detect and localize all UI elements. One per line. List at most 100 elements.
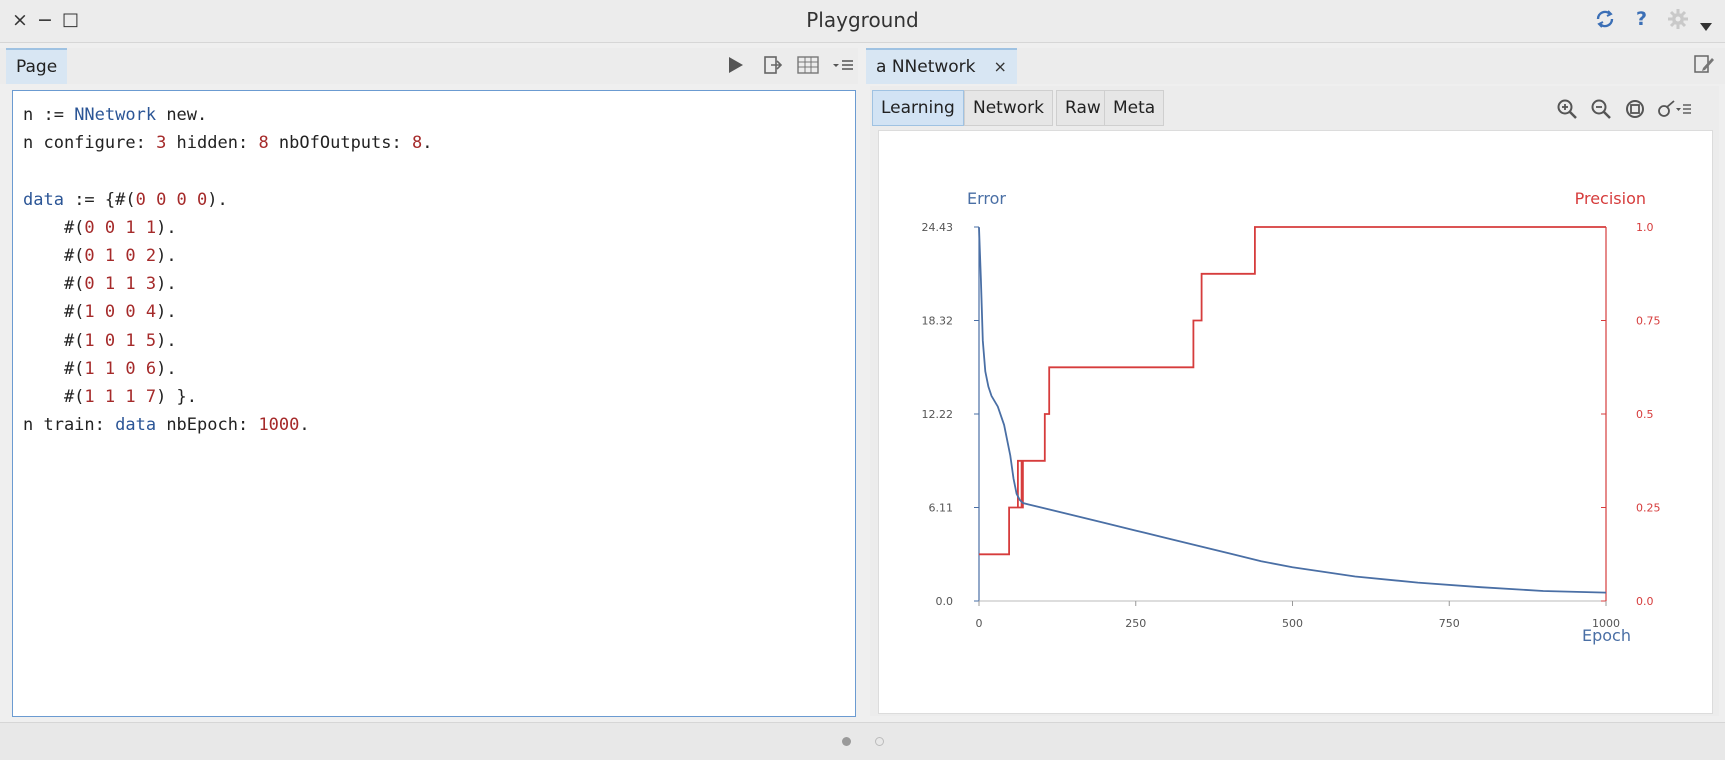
help-icon[interactable]: ? (1636, 8, 1648, 30)
zoom-out-icon[interactable] (1590, 98, 1612, 124)
code-token: ). (207, 189, 228, 210)
code-token: nbOfOutputs: (268, 133, 412, 154)
tab-raw[interactable]: Raw (1056, 90, 1110, 126)
code-token: 1 1 0 6 (84, 358, 157, 379)
gear-icon[interactable] (1667, 8, 1689, 35)
sync-icon[interactable] (1594, 8, 1616, 35)
title-bar: × − □ Playground ? (0, 0, 1725, 43)
code-token: ). (156, 246, 177, 267)
code-token: 1 1 1 7 (84, 387, 157, 408)
code-line: data := {#(0 0 0 0). (23, 190, 228, 210)
code-line: #(1 0 1 5). (23, 331, 177, 351)
code-token: 1 0 0 4 (84, 302, 157, 323)
code-token: #( (23, 358, 85, 379)
code-token: #( (23, 387, 85, 408)
left-tab-bar: Page (0, 48, 858, 84)
menu-icon[interactable] (832, 55, 854, 80)
tab-nnetwork-label: a NNetwork (876, 57, 976, 77)
code-line: n configure: 3 hidden: 8 nbOfOutputs: 8. (23, 133, 432, 153)
code-token: 0 0 1 1 (84, 217, 157, 238)
code-token: n train: (23, 415, 116, 436)
tab-meta[interactable]: Meta (1104, 90, 1165, 126)
code-token: #( (23, 302, 85, 323)
code-line: #(1 0 0 4). (23, 302, 177, 322)
epoch-tick-label: 0 (976, 617, 983, 630)
code-token: 0 0 0 0 (135, 189, 208, 210)
code-token: #( (23, 217, 85, 238)
code-token: n configure: (23, 133, 157, 154)
error-tick-label: 6.11 (929, 502, 954, 515)
page-dot-active[interactable] (842, 737, 851, 746)
code-token: 8 (258, 133, 269, 154)
browse-icon[interactable] (1656, 98, 1692, 124)
epoch-tick-label: 1000 (1592, 617, 1620, 630)
precision-tick-label: 0.25 (1636, 502, 1661, 515)
window-title: Playground (806, 8, 919, 32)
code-token: ). (156, 302, 177, 323)
close-icon[interactable]: × (12, 9, 28, 31)
tab-page[interactable]: Page (6, 48, 68, 84)
precision-tick-label: 0.0 (1636, 595, 1654, 608)
epoch-tick-label: 750 (1439, 617, 1460, 630)
code-line: n := NNetwork new. (23, 105, 207, 125)
error-axis-label: Error (967, 189, 1006, 208)
error-tick-label: 12.22 (922, 408, 954, 421)
tab-network[interactable]: Network (964, 90, 1053, 126)
tab-nnetwork[interactable]: a NNetwork × (866, 48, 1017, 84)
error-tick-label: 0.0 (936, 595, 954, 608)
code-token: nbEpoch: (156, 415, 259, 436)
epoch-axis-label: Epoch (1582, 626, 1631, 645)
page-indicator (830, 737, 890, 757)
code-token: new. (156, 105, 208, 125)
code-token: 0 1 1 3 (84, 274, 157, 295)
code-line: n train: data nbEpoch: 1000. (23, 415, 310, 435)
precision-series-line (979, 226, 1606, 556)
code-editor[interactable]: n := NNetwork new. n configure: 3 hidden… (12, 90, 856, 717)
code-line: #(0 1 1 3). (23, 274, 177, 294)
edit-icon[interactable] (1693, 53, 1715, 80)
export-icon[interactable] (763, 55, 783, 80)
code-token: 1 0 1 5 (84, 330, 157, 351)
status-bar (0, 722, 1725, 760)
code-token: . (299, 415, 310, 436)
inspector-panel: Learning Network Raw Meta 0.0 6.11 12.22 18… (870, 86, 1719, 716)
play-icon[interactable] (727, 55, 745, 80)
close-tab-icon[interactable]: × (993, 57, 1007, 76)
code-token: . (422, 133, 433, 154)
bindings-icon[interactable] (797, 55, 819, 80)
maximize-icon[interactable]: □ (62, 9, 80, 30)
code-token: n := (23, 105, 75, 125)
page-dot-inactive[interactable] (875, 737, 884, 746)
epoch-tick-label: 500 (1282, 617, 1303, 630)
code-token: 0 1 0 2 (84, 246, 157, 267)
zoom-in-icon[interactable] (1556, 98, 1578, 124)
code-line: #(1 1 0 6). (23, 359, 177, 379)
precision-axis-label: Precision (1575, 189, 1646, 208)
code-line: #(0 1 0 2). (23, 246, 177, 266)
error-series-line (978, 227, 1607, 594)
menu-triangle-icon[interactable] (1700, 14, 1712, 36)
code-token: ) }. (156, 387, 198, 408)
learning-chart: 0.0 6.11 12.22 18.32 24.43 0.0 0.25 0.5 0.75 1.0 0… (922, 189, 1661, 645)
precision-tick-label: 0.5 (1636, 408, 1654, 421)
precision-tick-label: 1.0 (1636, 221, 1654, 234)
code-token: #( (23, 330, 85, 351)
precision-tick-label: 0.75 (1636, 315, 1661, 328)
code-line: #(1 1 1 7) }. (23, 387, 197, 407)
fit-icon[interactable] (1624, 98, 1646, 124)
code-token: ). (156, 274, 177, 295)
error-tick-label: 24.43 (922, 221, 954, 234)
code-token: ). (156, 358, 177, 379)
learning-chart-panel: 0.0 6.11 12.22 18.32 24.43 0.0 0.25 0.5 0.75 1.0 0… (878, 130, 1713, 714)
right-tab-bar: a NNetwork × (866, 48, 1725, 84)
code-token: data (115, 415, 157, 436)
minimize-icon[interactable]: − (37, 9, 53, 31)
code-token: hidden: (166, 133, 259, 154)
code-token: ). (156, 217, 177, 238)
tab-page-label: Page (16, 57, 58, 77)
code-token: 3 (156, 133, 167, 154)
epoch-tick-label: 250 (1125, 617, 1146, 630)
tab-learning[interactable]: Learning (872, 90, 964, 126)
code-token: NNetwork (74, 105, 157, 125)
code-line: #(0 0 1 1). (23, 218, 177, 238)
